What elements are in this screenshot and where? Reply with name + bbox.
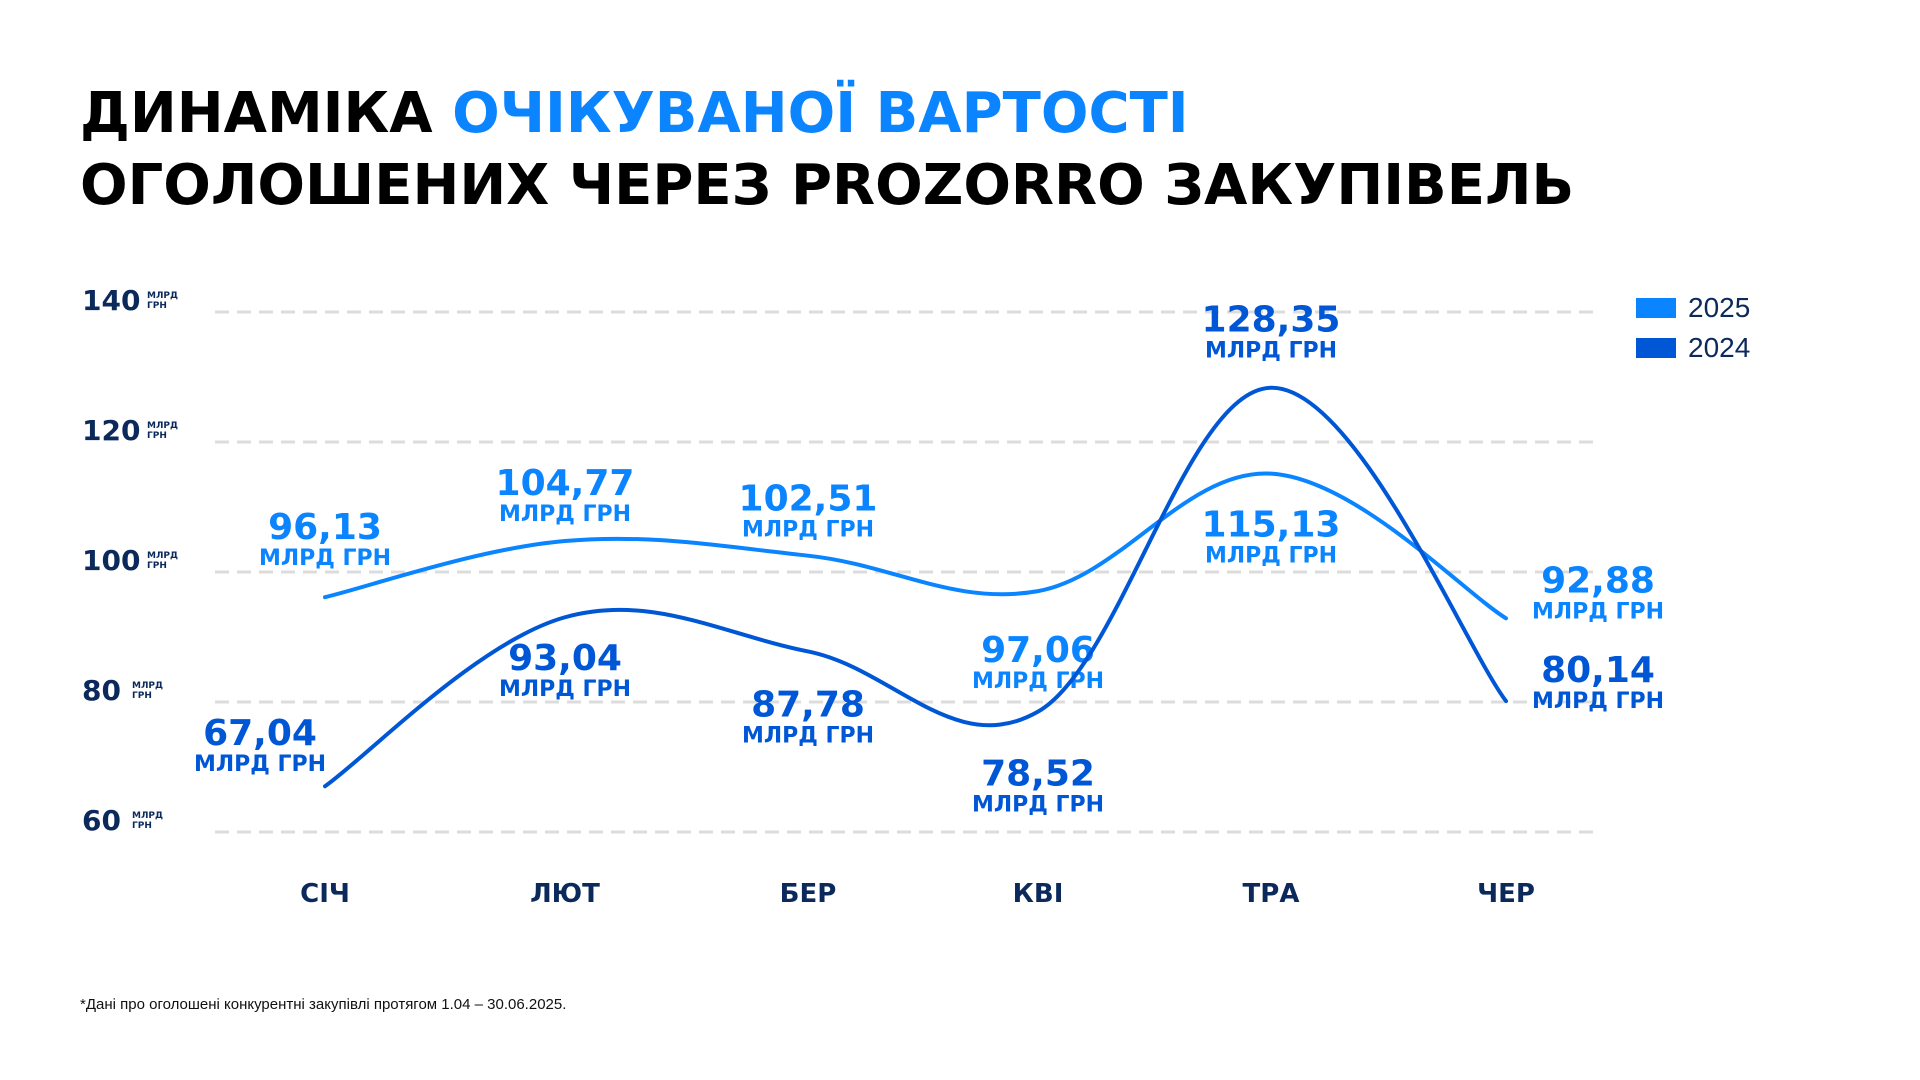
data-label-unit: МЛРД ГРН bbox=[1205, 339, 1337, 364]
y-tick-label: 80 bbox=[82, 674, 121, 707]
data-label-unit: МЛРД ГРН bbox=[1532, 599, 1664, 624]
data-label-unit: МЛРД ГРН bbox=[972, 793, 1104, 818]
x-tick-label: ТРА bbox=[1243, 879, 1300, 909]
data-label-unit: МЛРД ГРН bbox=[972, 669, 1104, 694]
data-label-value: 96,13 bbox=[268, 507, 382, 548]
y-tick-unit: ГРН bbox=[132, 821, 152, 831]
y-tick-unit: ГРН bbox=[147, 431, 167, 441]
legend-swatch-2024 bbox=[1636, 338, 1676, 358]
legend-swatch-2025 bbox=[1636, 298, 1676, 318]
y-tick-unit: МЛРД bbox=[147, 421, 178, 431]
x-tick-label: КВІ bbox=[1013, 879, 1064, 909]
data-label-unit: МЛРД ГРН bbox=[499, 502, 631, 527]
y-tick-unit: МЛРД bbox=[147, 291, 178, 301]
data-label-value: 97,06 bbox=[981, 630, 1095, 671]
y-tick-label: 120 bbox=[82, 414, 140, 447]
y-tick-label: 60 bbox=[82, 804, 121, 837]
data-label-value: 80,14 bbox=[1541, 650, 1655, 691]
title-part1: ДИНАМІКА bbox=[80, 81, 453, 146]
data-label-value: 93,04 bbox=[508, 638, 622, 679]
y-tick-unit: ГРН bbox=[132, 691, 152, 701]
y-tick-unit: МЛРД bbox=[132, 681, 163, 691]
data-label-unit: МЛРД ГРН bbox=[499, 677, 631, 702]
legend-item-2025: 2025 bbox=[1636, 288, 1750, 328]
data-label-value: 128,35 bbox=[1202, 300, 1341, 341]
y-tick-unit: МЛРД bbox=[147, 551, 178, 561]
x-tick-label: СІЧ bbox=[300, 879, 350, 909]
legend: 2025 2024 bbox=[1636, 288, 1750, 368]
data-label-value: 87,78 bbox=[751, 684, 865, 725]
x-tick-label: ЛЮТ bbox=[530, 879, 600, 909]
y-tick-unit: МЛРД bbox=[132, 811, 163, 821]
x-tick-label: БЕР bbox=[780, 879, 837, 909]
data-label-value: 67,04 bbox=[203, 713, 317, 754]
x-tick-label: ЧЕР bbox=[1477, 879, 1535, 909]
y-tick-unit: ГРН bbox=[147, 301, 167, 311]
y-tick-label: 100 bbox=[82, 544, 140, 577]
y-tick-label: 140 bbox=[82, 284, 140, 317]
title-accent: ОЧІКУВАНОЇ ВАРТОСТІ bbox=[452, 81, 1189, 146]
series-line-2024 bbox=[323, 385, 1508, 789]
footnote: *Дані про оголошені конкурентні закупівл… bbox=[80, 996, 567, 1013]
data-label-value: 102,51 bbox=[739, 479, 878, 520]
data-label-value: 92,88 bbox=[1541, 560, 1655, 601]
chart-title: ДИНАМІКА ОЧІКУВАНОЇ ВАРТОСТІ ОГОЛОШЕНИХ … bbox=[80, 78, 1574, 222]
data-label-unit: МЛРД ГРН bbox=[1205, 544, 1337, 569]
legend-label-2025: 2025 bbox=[1688, 292, 1751, 323]
data-label-value: 78,52 bbox=[981, 754, 1095, 795]
data-label-unit: МЛРД ГРН bbox=[194, 752, 326, 777]
y-tick-unit: ГРН bbox=[147, 561, 167, 571]
legend-label-2024: 2024 bbox=[1688, 332, 1751, 363]
data-label-value: 104,77 bbox=[496, 463, 635, 504]
series-line-2025 bbox=[323, 471, 1508, 621]
data-label-value: 115,13 bbox=[1202, 505, 1341, 546]
legend-item-2024: 2024 bbox=[1636, 328, 1750, 368]
data-label-unit: МЛРД ГРН bbox=[1532, 689, 1664, 714]
data-label-unit: МЛРД ГРН bbox=[742, 723, 874, 748]
data-label-unit: МЛРД ГРН bbox=[742, 518, 874, 543]
title-line2: ОГОЛОШЕНИХ ЧЕРЕЗ PROZORRO ЗАКУПІВЕЛЬ bbox=[80, 153, 1575, 218]
data-label-unit: МЛРД ГРН bbox=[259, 546, 391, 571]
